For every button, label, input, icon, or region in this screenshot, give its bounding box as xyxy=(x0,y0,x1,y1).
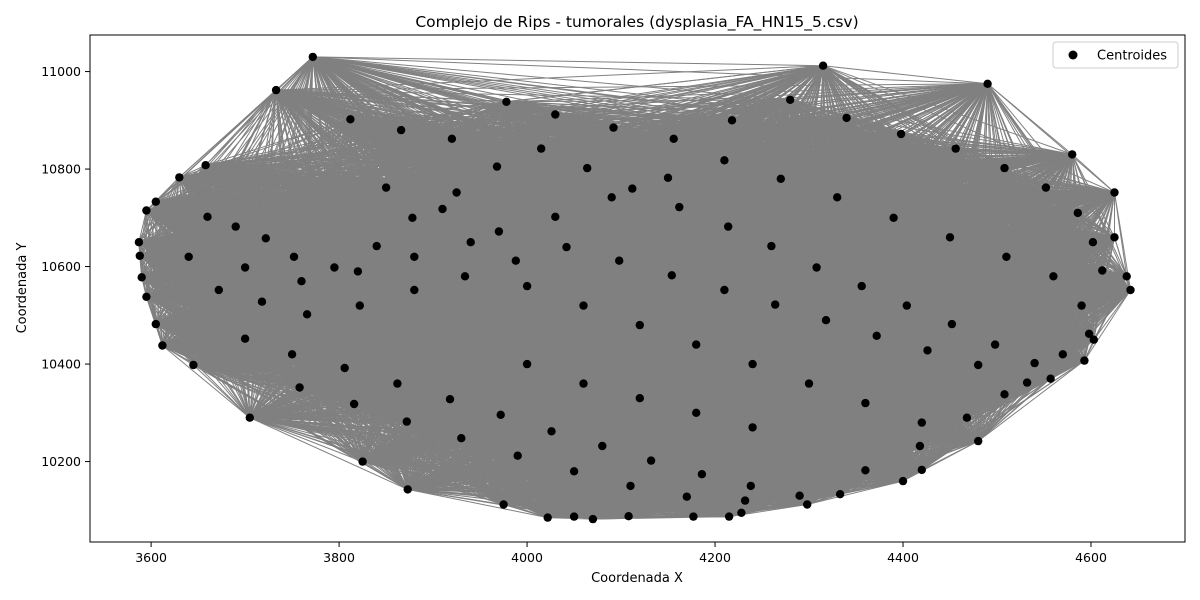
rips-edge xyxy=(155,165,207,325)
chart-title: Complejo de Rips - tumorales (dysplasia_… xyxy=(415,13,858,32)
rips-edge xyxy=(291,353,409,490)
rips-edge xyxy=(977,339,1095,442)
rips-edge xyxy=(822,65,956,150)
rips-edge xyxy=(1093,289,1131,340)
rips-edge xyxy=(188,256,194,366)
rips-edge xyxy=(249,417,408,490)
rips-edge xyxy=(822,65,1047,189)
rips-edge xyxy=(686,496,742,514)
rips-edge xyxy=(1071,154,1103,271)
rips-edge xyxy=(138,164,206,243)
rips-edge xyxy=(461,437,594,520)
rips-edges xyxy=(138,56,1131,520)
rips-edge xyxy=(205,89,277,166)
rips-edge xyxy=(987,83,1079,214)
rips-edge xyxy=(517,455,629,517)
rips-edge xyxy=(141,216,208,278)
rips-edge xyxy=(353,403,548,519)
rips-edge xyxy=(276,65,824,91)
rips-edge xyxy=(139,164,207,257)
rips-edge xyxy=(299,387,575,518)
rips-edge xyxy=(1077,212,1128,277)
rips-edge xyxy=(987,83,1047,188)
rips-edge xyxy=(741,504,808,514)
rips-edge xyxy=(299,387,504,505)
rips-edge xyxy=(977,360,1085,442)
rips-edge xyxy=(573,470,694,518)
rips-edge xyxy=(406,421,629,517)
rips-edge xyxy=(139,210,147,256)
rips-edge xyxy=(141,256,189,278)
rips-edge xyxy=(362,461,408,490)
rips-edge xyxy=(807,480,904,505)
rips-edge xyxy=(1088,192,1115,334)
rips-edge xyxy=(299,387,548,519)
rips-edge xyxy=(350,83,988,120)
rips-edge xyxy=(353,403,409,490)
rips-edge xyxy=(205,118,351,166)
rips-edge xyxy=(901,133,1073,155)
rips-edge xyxy=(299,387,594,520)
rips-edge xyxy=(987,83,1073,155)
rips-edge xyxy=(312,56,988,85)
rips-edge xyxy=(249,417,363,463)
rips-edge xyxy=(1083,289,1131,361)
rips-edge xyxy=(161,256,190,346)
rips-edge xyxy=(299,387,409,490)
rips-edge xyxy=(987,83,1005,169)
rips-edge xyxy=(823,65,988,85)
rips-edge xyxy=(353,403,629,517)
rips-edge xyxy=(630,485,730,518)
rips-edge xyxy=(218,289,251,418)
rips-edge xyxy=(1092,241,1131,291)
rips-edge xyxy=(506,65,824,103)
rips-edge xyxy=(205,165,208,217)
rips-edge xyxy=(162,345,251,419)
rips-edge xyxy=(141,164,207,278)
rips-edge xyxy=(822,65,1073,155)
plot-area xyxy=(134,52,1135,524)
rips-edge xyxy=(161,165,207,346)
rips-edge xyxy=(161,216,208,346)
rips-edge xyxy=(955,83,989,149)
rips-edge xyxy=(188,256,251,418)
rips-edge xyxy=(145,164,207,298)
rips-edge xyxy=(192,289,220,366)
rips-edge xyxy=(407,488,548,519)
rips-edge xyxy=(312,56,824,67)
rips-edge xyxy=(244,338,363,462)
rips-edge xyxy=(193,364,251,419)
rips-edge xyxy=(406,421,548,519)
rips-edge xyxy=(299,387,629,517)
rips-edge xyxy=(921,440,979,471)
rips-edge xyxy=(461,437,629,517)
rips-edge xyxy=(192,216,208,366)
rips-edge xyxy=(353,403,504,505)
rips-edge xyxy=(155,256,190,325)
rips-edge xyxy=(517,455,694,518)
rips-edge xyxy=(145,210,157,325)
rips-edge xyxy=(503,504,548,519)
rips-edge xyxy=(312,56,791,101)
rips-edge xyxy=(179,164,206,178)
rips-edge xyxy=(188,165,207,257)
rips-edge xyxy=(146,89,277,211)
rips-edge xyxy=(807,469,922,505)
rips-edge xyxy=(1102,270,1131,291)
rips-edge xyxy=(353,403,594,520)
